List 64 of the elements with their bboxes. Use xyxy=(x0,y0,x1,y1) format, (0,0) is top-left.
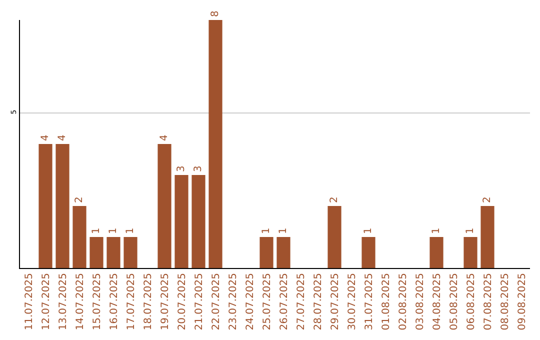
x-tick-label: 31.07.2025 xyxy=(364,273,375,330)
data-label: 3 xyxy=(193,166,204,172)
x-tick-label: 01.08.2025 xyxy=(380,273,392,330)
x-tick-label: 06.08.2025 xyxy=(466,273,477,330)
x-tick-label: 13.07.2025 xyxy=(58,273,69,330)
x-tick-label: 05.08.2025 xyxy=(448,273,460,330)
x-tick-label: 17.07.2025 xyxy=(126,273,137,330)
x-tick-label: 26.07.2025 xyxy=(278,273,290,330)
x-tick-label: 04.08.2025 xyxy=(432,273,443,330)
data-label: 2 xyxy=(329,196,340,203)
bar xyxy=(90,237,104,268)
x-tick-label: 25.07.2025 xyxy=(262,273,273,330)
bar xyxy=(260,237,274,268)
x-tick-label: 20.07.2025 xyxy=(176,273,188,330)
bar xyxy=(72,206,86,268)
x-tick-label: 11.07.2025 xyxy=(24,273,35,330)
data-label: 3 xyxy=(176,166,187,172)
data-label: 1 xyxy=(261,228,272,234)
x-tick-label: 14.07.2025 xyxy=(74,273,86,330)
bar xyxy=(208,20,222,268)
x-tick-label: 21.07.2025 xyxy=(194,273,205,330)
x-tick-label: 07.08.2025 xyxy=(482,273,494,330)
data-label: 1 xyxy=(125,228,136,234)
data-label: 1 xyxy=(108,228,119,234)
data-label: 2 xyxy=(482,196,493,203)
bar xyxy=(106,237,120,268)
bar xyxy=(276,237,290,268)
x-tick-label: 03.08.2025 xyxy=(414,273,426,330)
bar xyxy=(430,237,444,268)
data-label: 1 xyxy=(363,228,374,234)
bar xyxy=(124,237,138,268)
bar xyxy=(328,206,342,268)
x-tick-label: 19.07.2025 xyxy=(160,273,171,330)
x-tick-label: 18.07.2025 xyxy=(142,273,154,330)
x-tick-label: 23.07.2025 xyxy=(228,273,239,330)
x-tick-label: 30.07.2025 xyxy=(346,273,358,330)
x-tick-label: 22.07.2025 xyxy=(210,273,222,330)
bar xyxy=(38,144,52,268)
x-tick-label: 09.08.2025 xyxy=(516,273,528,330)
data-label: 1 xyxy=(91,228,102,234)
x-tick-label: 24.07.2025 xyxy=(244,273,256,330)
x-tick-label: 16.07.2025 xyxy=(108,273,120,330)
data-label: 1 xyxy=(465,228,476,234)
bar xyxy=(362,237,376,268)
data-label: 8 xyxy=(210,10,221,17)
x-tick-label: 08.08.2025 xyxy=(500,273,511,330)
x-tick-label: 12.07.2025 xyxy=(40,273,52,330)
bar xyxy=(464,237,478,268)
x-tick-label: 29.07.2025 xyxy=(330,273,341,330)
data-label: 2 xyxy=(74,196,85,203)
x-tick-label: 15.07.2025 xyxy=(92,273,103,330)
bar xyxy=(192,175,206,268)
data-label: 4 xyxy=(57,134,68,141)
x-tick-label: 28.07.2025 xyxy=(312,273,324,330)
bar xyxy=(480,206,494,268)
data-label: 4 xyxy=(159,134,170,141)
data-label: 1 xyxy=(278,228,289,234)
data-label: 1 xyxy=(431,228,442,234)
bar xyxy=(158,144,172,268)
bar xyxy=(56,144,70,268)
bar xyxy=(174,175,188,268)
x-tick-label: 02.08.2025 xyxy=(398,273,409,330)
data-label: 4 xyxy=(40,134,51,141)
x-tick-label: 27.07.2025 xyxy=(296,273,307,330)
